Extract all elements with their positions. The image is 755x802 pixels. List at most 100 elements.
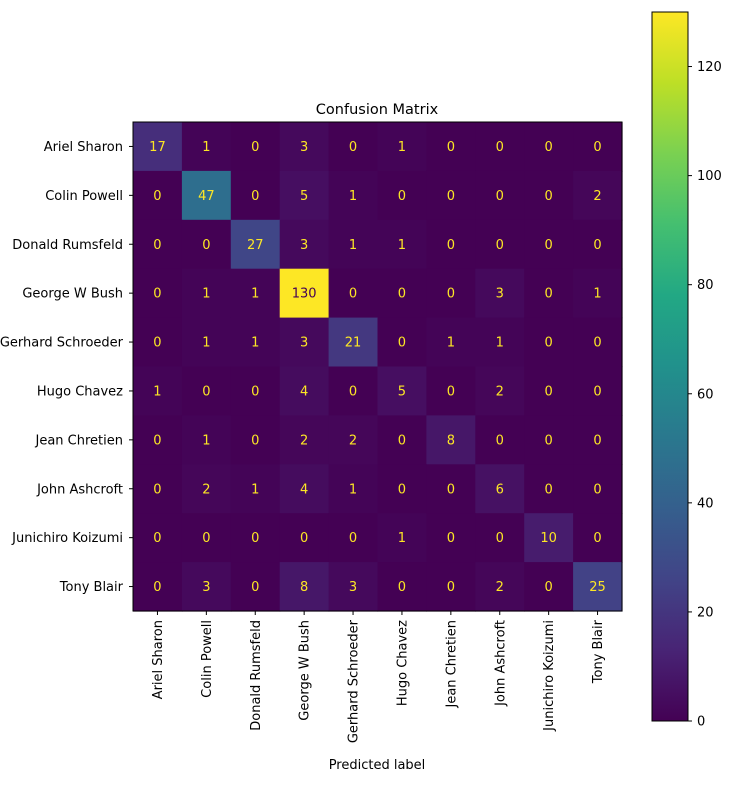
cell-value: 0 — [251, 189, 259, 204]
y-tick-label: Ariel Sharon — [44, 140, 123, 155]
chart-title: Confusion Matrix — [316, 102, 439, 118]
heatmap-cell — [426, 317, 476, 368]
heatmap-cell — [426, 219, 476, 270]
cell-value: 0 — [545, 433, 553, 448]
heatmap-cell — [475, 415, 525, 465]
heatmap-cell — [524, 366, 574, 416]
heatmap-cell — [181, 562, 232, 612]
x-tick-label: Ariel Sharon — [151, 620, 166, 699]
cell-value: 0 — [447, 287, 455, 302]
cell-value: 0 — [447, 140, 455, 155]
cell-value: 1 — [251, 482, 259, 497]
cell-value: 8 — [447, 433, 455, 448]
cell-value: 0 — [153, 580, 161, 595]
cell-value: 2 — [496, 580, 504, 595]
heatmap-cell — [573, 122, 623, 172]
heatmap-cell — [524, 268, 574, 319]
cell-value: 0 — [545, 238, 553, 253]
cell-value: 0 — [447, 238, 455, 253]
heatmap-cell — [377, 170, 427, 221]
cell-value: 0 — [251, 531, 259, 546]
heatmap-cell — [377, 219, 427, 270]
heatmap-cell — [377, 562, 427, 612]
heatmap-cell — [475, 366, 525, 416]
cell-value: 0 — [349, 287, 357, 302]
heatmap-cell — [133, 464, 183, 514]
heatmap-cell — [377, 513, 427, 563]
cell-value: 0 — [251, 384, 259, 399]
heatmap-cell — [573, 317, 623, 368]
heatmap-cell — [524, 513, 574, 563]
cell-value: 0 — [447, 189, 455, 204]
cell-value: 1 — [202, 140, 210, 155]
colorbar-ticks: 0 20 40 60 80 100 120 — [688, 60, 722, 730]
heatmap-cell — [133, 366, 183, 416]
cell-value: 0 — [593, 238, 601, 253]
cell-value: 25 — [589, 580, 606, 595]
heatmap-cell — [377, 122, 427, 172]
heatmap-cell — [279, 317, 330, 368]
cell-value: 0 — [300, 531, 308, 546]
colorbar — [651, 11, 689, 722]
heatmap-cell — [377, 317, 427, 368]
heatmap-cell — [181, 513, 232, 563]
cell-value: 21 — [345, 336, 362, 351]
heatmap-cell — [279, 122, 330, 172]
heatmap-cell — [524, 219, 574, 270]
heatmap-cell — [328, 122, 379, 172]
heatmap-cell — [181, 464, 232, 514]
cell-value: 0 — [593, 140, 601, 155]
cell-value: 8 — [300, 580, 308, 595]
heatmap-cell — [426, 122, 476, 172]
heatmap-cell — [133, 562, 183, 612]
heatmap-cell — [181, 317, 232, 368]
cell-value: 0 — [202, 238, 210, 253]
heatmap-cell — [328, 464, 379, 514]
heatmap-cell — [573, 170, 623, 221]
cell-value: 3 — [202, 580, 210, 595]
heatmap-cell — [328, 317, 379, 368]
cell-value: 0 — [349, 384, 357, 399]
cell-value: 0 — [447, 531, 455, 546]
heatmap-cell — [573, 415, 623, 465]
x-tick-label: Jean Chretien — [444, 620, 459, 709]
heatmap-cell — [426, 464, 476, 514]
heatmap-cell — [524, 122, 574, 172]
y-axis-ticks: Ariel Sharon Colin Powell Donald Rumsfeld G… — [0, 140, 133, 595]
heatmap-cell — [279, 366, 330, 416]
heatmap-cell — [133, 170, 183, 221]
cell-value: 1 — [349, 189, 357, 204]
cell-value: 0 — [251, 433, 259, 448]
colorbar-tick-label: 80 — [697, 278, 714, 293]
cell-value: 0 — [545, 336, 553, 351]
heatmap-cell — [328, 268, 379, 319]
cell-value: 0 — [545, 140, 553, 155]
y-tick-label: John Ashcroft — [36, 482, 123, 497]
y-tick-label: Gerhard Schroeder — [0, 336, 124, 351]
x-tick-label: Colin Powell — [200, 620, 215, 698]
heatmap-cell — [475, 464, 525, 514]
cell-value: 0 — [398, 336, 406, 351]
cell-value: 0 — [349, 140, 357, 155]
heatmap-cell — [133, 317, 183, 368]
heatmap-cell — [279, 268, 330, 319]
heatmap-cell — [133, 513, 183, 563]
cell-value: 0 — [153, 531, 161, 546]
cell-value: 1 — [251, 336, 259, 351]
cell-value: 1 — [251, 287, 259, 302]
colorbar-tick-label: 40 — [697, 496, 714, 511]
cell-value: 0 — [593, 482, 601, 497]
cell-value: 27 — [247, 238, 264, 253]
cell-value: 1 — [202, 433, 210, 448]
cell-value: 0 — [153, 238, 161, 253]
cell-value: 0 — [153, 336, 161, 351]
heatmap-cell — [475, 562, 525, 612]
heatmap-cell — [181, 415, 232, 465]
cell-value: 0 — [496, 531, 504, 546]
heatmap-cell — [181, 219, 232, 270]
cell-value: 0 — [593, 336, 601, 351]
cell-value: 4 — [300, 482, 308, 497]
heatmap-cell — [377, 268, 427, 319]
y-tick-label: Tony Blair — [59, 580, 124, 595]
cell-value: 2 — [300, 433, 308, 448]
